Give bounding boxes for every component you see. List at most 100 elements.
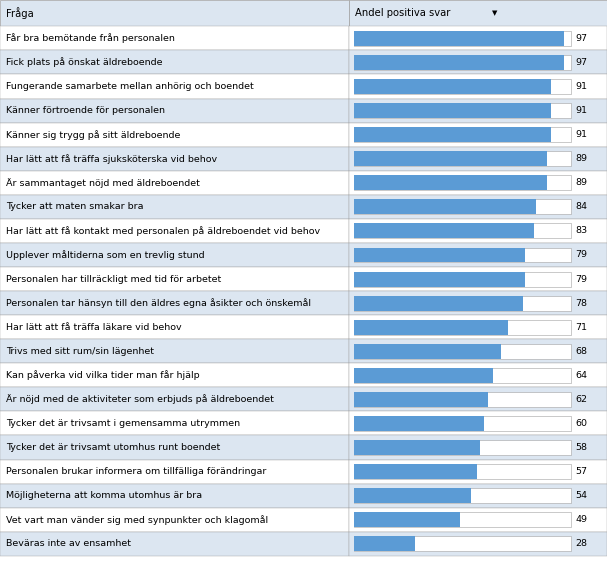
- Bar: [354, 55, 564, 70]
- Bar: [0, 123, 349, 147]
- Bar: [354, 488, 571, 503]
- Text: Är nöjd med de aktiviteter som erbjuds på äldreboendet: Är nöjd med de aktiviteter som erbjuds p…: [6, 394, 274, 405]
- Text: Fråga: Fråga: [6, 7, 34, 19]
- Bar: [349, 435, 607, 460]
- Bar: [354, 31, 571, 46]
- Bar: [0, 219, 349, 243]
- Bar: [354, 31, 564, 46]
- Text: 91: 91: [575, 82, 588, 91]
- Bar: [349, 532, 607, 556]
- Bar: [349, 339, 607, 363]
- Text: 89: 89: [575, 178, 588, 187]
- Text: Har lätt att få träffa sjuksköterska vid behov: Har lätt att få träffa sjuksköterska vid…: [6, 154, 217, 164]
- Text: Personalen tar hänsyn till den äldres egna åsikter och önskemål: Personalen tar hänsyn till den äldres eg…: [6, 298, 311, 308]
- Text: 91: 91: [575, 106, 588, 115]
- Text: 91: 91: [575, 130, 588, 139]
- Bar: [0, 0, 349, 26]
- Bar: [354, 223, 571, 238]
- Bar: [0, 26, 349, 50]
- Bar: [0, 243, 349, 267]
- Text: Fungerande samarbete mellan anhörig och boendet: Fungerande samarbete mellan anhörig och …: [6, 82, 254, 91]
- Bar: [354, 272, 571, 286]
- Bar: [349, 219, 607, 243]
- Bar: [354, 79, 571, 94]
- Bar: [354, 464, 477, 479]
- Bar: [349, 243, 607, 267]
- Text: Tycker det är trivsamt i gemensamma utrymmen: Tycker det är trivsamt i gemensamma utry…: [6, 419, 240, 428]
- Bar: [0, 171, 349, 195]
- Text: Trivs med sitt rum/sin lägenhet: Trivs med sitt rum/sin lägenhet: [6, 347, 154, 356]
- Bar: [354, 392, 488, 407]
- Bar: [354, 368, 571, 383]
- Text: Tycker det är trivsamt utomhus runt boendet: Tycker det är trivsamt utomhus runt boen…: [6, 443, 220, 452]
- Bar: [354, 320, 507, 335]
- Bar: [0, 387, 349, 411]
- Bar: [0, 508, 349, 532]
- Bar: [354, 248, 571, 262]
- Bar: [0, 291, 349, 315]
- Text: 89: 89: [575, 154, 588, 163]
- Bar: [354, 416, 484, 431]
- Text: 78: 78: [575, 299, 588, 308]
- Text: Personalen har tillräckligt med tid för arbetet: Personalen har tillräckligt med tid för …: [6, 274, 222, 284]
- Text: 62: 62: [575, 395, 588, 404]
- Text: Beväras inte av ensamhet: Beväras inte av ensamhet: [6, 539, 131, 548]
- Text: Känner förtroende för personalen: Känner förtroende för personalen: [6, 106, 165, 115]
- Bar: [349, 315, 607, 339]
- Bar: [354, 151, 571, 166]
- Bar: [354, 151, 547, 166]
- Bar: [354, 536, 571, 551]
- Text: ▼: ▼: [492, 10, 497, 16]
- Bar: [354, 103, 551, 118]
- Text: 97: 97: [575, 58, 588, 67]
- Bar: [0, 435, 349, 460]
- Bar: [349, 74, 607, 99]
- Text: Är sammantaget nöjd med äldreboendet: Är sammantaget nöjd med äldreboendet: [6, 178, 200, 188]
- Text: 83: 83: [575, 226, 588, 236]
- Text: Möjligheterna att komma utomhus är bra: Möjligheterna att komma utomhus är bra: [6, 491, 202, 500]
- Text: 79: 79: [575, 274, 588, 284]
- Text: Tycker att maten smakar bra: Tycker att maten smakar bra: [6, 202, 144, 211]
- Text: Får bra bemötande från personalen: Får bra bemötande från personalen: [6, 33, 175, 44]
- Text: 58: 58: [575, 443, 588, 452]
- Bar: [354, 175, 547, 190]
- Bar: [349, 50, 607, 74]
- Bar: [354, 368, 492, 383]
- Bar: [354, 127, 571, 142]
- Text: Personalen brukar informera om tillfälliga förändringar: Personalen brukar informera om tillfälli…: [6, 467, 266, 476]
- Bar: [0, 50, 349, 74]
- Bar: [349, 195, 607, 219]
- Bar: [0, 339, 349, 363]
- Bar: [354, 512, 571, 527]
- Bar: [354, 296, 571, 311]
- Bar: [354, 55, 571, 70]
- Text: 64: 64: [575, 371, 588, 380]
- Text: 54: 54: [575, 491, 588, 500]
- Bar: [354, 536, 415, 551]
- Bar: [354, 175, 571, 190]
- Text: 49: 49: [575, 515, 588, 524]
- Bar: [354, 103, 571, 118]
- Text: 68: 68: [575, 347, 588, 356]
- Text: 57: 57: [575, 467, 588, 476]
- Bar: [0, 315, 349, 339]
- Bar: [0, 99, 349, 123]
- Bar: [354, 199, 571, 214]
- Bar: [349, 387, 607, 411]
- Bar: [0, 147, 349, 171]
- Text: 84: 84: [575, 202, 588, 211]
- Bar: [0, 195, 349, 219]
- Text: 60: 60: [575, 419, 588, 428]
- Bar: [354, 223, 534, 238]
- Bar: [354, 272, 525, 286]
- Bar: [0, 532, 349, 556]
- Bar: [354, 392, 571, 407]
- Text: Andel positiva svar: Andel positiva svar: [355, 8, 450, 18]
- Bar: [354, 320, 571, 335]
- Bar: [349, 460, 607, 484]
- Text: Fick plats på önskat äldreboende: Fick plats på önskat äldreboende: [6, 57, 163, 68]
- Bar: [354, 344, 571, 359]
- Bar: [354, 127, 551, 142]
- Text: Har lätt att få träffa läkare vid behov: Har lätt att få träffa läkare vid behov: [6, 323, 181, 332]
- Text: Upplever måltiderna som en trevlig stund: Upplever måltiderna som en trevlig stund: [6, 250, 205, 260]
